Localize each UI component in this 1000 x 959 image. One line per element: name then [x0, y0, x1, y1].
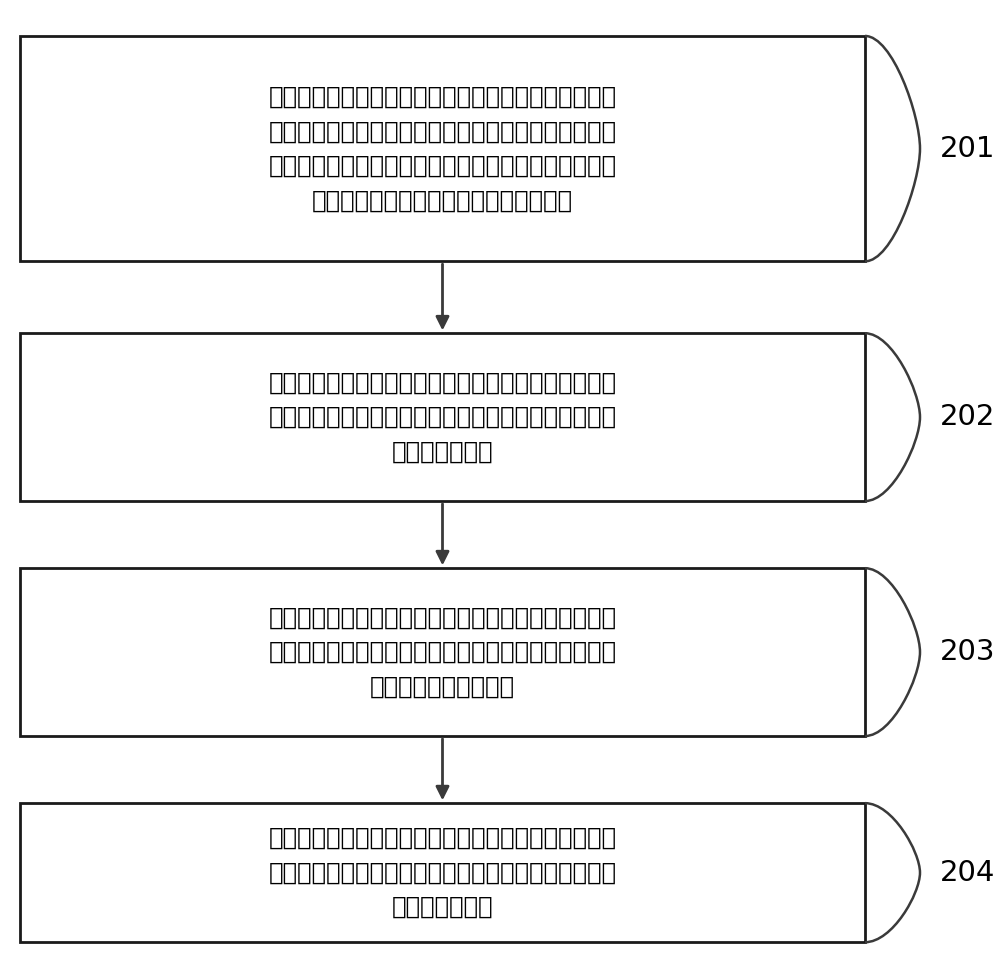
Text: 基于上述外表痕迹遮罩图和上述采样后载具纹理贴图，
对上述目标虚拟载具进行渲染，得到存在外表痕迹效果
的目标虚拟载具: 基于上述外表痕迹遮罩图和上述采样后载具纹理贴图， 对上述目标虚拟载具进行渲染，得…	[268, 827, 616, 919]
Bar	[20, 804, 865, 942]
Text: 204: 204	[940, 858, 995, 887]
Text: 获取目标虚拟载具的外表痕迹纹理贴图，上述外表痕迹
纹理贴图的纵轴与上述目标虚拟载具的模型顶点的高度
之间存在高度映射关系，横轴与上述目标虚拟载具的模
型顶点的水: 获取目标虚拟载具的外表痕迹纹理贴图，上述外表痕迹 纹理贴图的纵轴与上述目标虚拟载…	[268, 85, 616, 212]
Bar	[20, 35, 865, 261]
Text: 202: 202	[940, 403, 995, 432]
Text: 203: 203	[940, 638, 996, 667]
Text: 201: 201	[940, 134, 996, 163]
Bar	[20, 568, 865, 737]
Bar	[20, 334, 865, 502]
Text: 获取上述目标虚拟载具的外表痕迹遮罩图，上述外表痕
迹遮罩图用于指示上述虚拟载具的不同高度下的外表痕
迹纹理对应的遮罩信息: 获取上述目标虚拟载具的外表痕迹遮罩图，上述外表痕 迹遮罩图用于指示上述虚拟载具的…	[268, 606, 616, 698]
Text: 基于上述高度映射关系和上述水平映射关系，将上述外
表痕迹纹理贴图采样到上述目标虚拟载具上，得到采样
后载具纹理贴图: 基于上述高度映射关系和上述水平映射关系，将上述外 表痕迹纹理贴图采样到上述目标虚…	[268, 371, 616, 463]
